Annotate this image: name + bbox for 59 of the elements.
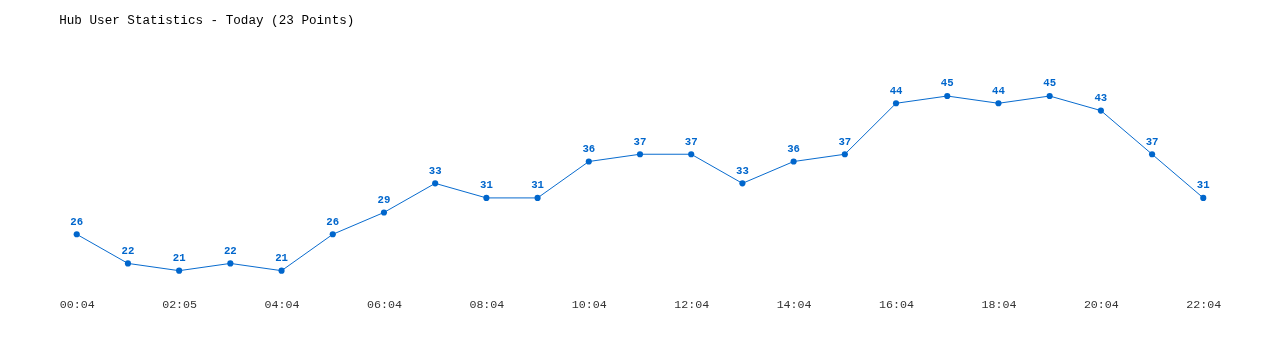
x-tick-label: 12:04 xyxy=(674,298,710,312)
point xyxy=(636,151,644,158)
chart-title: Hub User Statistics - Today (23 Points) xyxy=(59,13,355,29)
point xyxy=(995,100,1002,107)
data-label: 21 xyxy=(275,251,288,264)
point xyxy=(1200,194,1207,201)
x-tick-label: 02:05 xyxy=(162,298,198,312)
data-label: 37 xyxy=(684,135,698,148)
data-label: 45 xyxy=(1043,77,1057,90)
point xyxy=(329,231,336,238)
x-tick-label: 04:04 xyxy=(264,298,300,312)
point xyxy=(1149,151,1156,158)
data-label: 45 xyxy=(940,77,954,90)
data-label: 31 xyxy=(479,179,493,192)
data-label: 22 xyxy=(223,244,237,257)
data-label: 21 xyxy=(172,251,186,264)
data-label: 22 xyxy=(121,244,135,257)
point xyxy=(1046,92,1053,100)
point xyxy=(1097,107,1104,114)
point xyxy=(739,180,746,187)
x-tick-label: 00:04 xyxy=(59,298,95,312)
data-label: 26 xyxy=(70,215,84,228)
point xyxy=(585,158,592,165)
data-label: 29 xyxy=(377,193,391,206)
x-tick-label: 14:04 xyxy=(776,298,812,312)
point xyxy=(176,267,183,274)
data-label: 44 xyxy=(889,84,904,97)
data-label: 33 xyxy=(428,164,442,177)
data-label: 43 xyxy=(1094,91,1108,104)
point xyxy=(534,194,541,201)
data-label: 44 xyxy=(992,84,1006,97)
data-label: 31 xyxy=(531,179,544,192)
data-label: 37 xyxy=(1145,135,1159,148)
point xyxy=(278,267,285,274)
x-tick-label: 10:04 xyxy=(571,298,607,312)
data-label: 36 xyxy=(582,142,596,155)
data-label: 37 xyxy=(633,135,647,148)
point xyxy=(380,209,388,216)
point xyxy=(483,194,490,201)
data-label: 37 xyxy=(838,135,852,148)
point xyxy=(944,92,951,100)
data-label: 33 xyxy=(736,164,749,177)
x-tick-label: 18:04 xyxy=(981,298,1017,312)
x-tick-label: 08:04 xyxy=(469,298,505,312)
point xyxy=(227,260,234,267)
data-label: 36 xyxy=(787,142,801,155)
point xyxy=(124,260,131,267)
x-tick-label: 16:04 xyxy=(879,298,914,312)
data-label: 26 xyxy=(326,215,340,228)
point xyxy=(790,158,797,165)
point xyxy=(841,151,848,158)
data-label: 31 xyxy=(1196,179,1210,192)
x-tick-label: 20:04 xyxy=(1083,298,1119,312)
point xyxy=(73,231,80,238)
point xyxy=(892,100,900,107)
x-tick-label: 22:04 xyxy=(1186,298,1222,312)
x-tick-label: 06:04 xyxy=(366,298,402,312)
point xyxy=(688,151,695,158)
point xyxy=(432,180,439,187)
